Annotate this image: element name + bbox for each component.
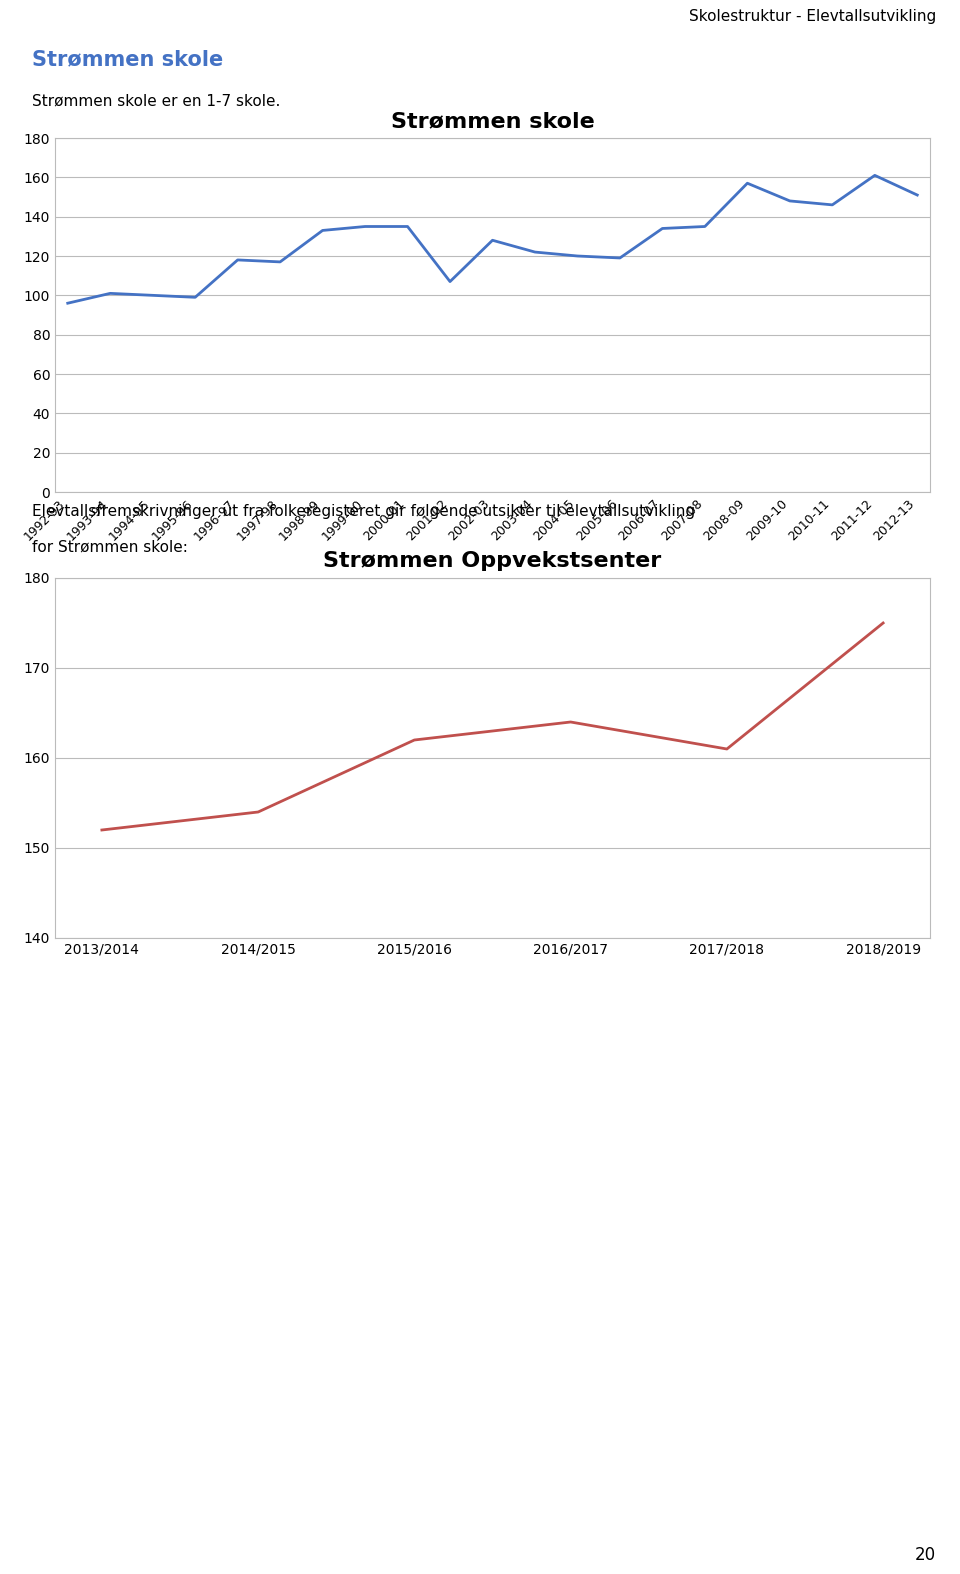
Title: Strømmen Oppvekstsenter: Strømmen Oppvekstsenter	[324, 551, 661, 571]
Title: Strømmen skole: Strømmen skole	[391, 110, 594, 131]
Text: Strømmen skole: Strømmen skole	[32, 49, 223, 69]
Text: 20: 20	[915, 1546, 936, 1565]
Text: Skolestruktur - Elevtallsutvikling: Skolestruktur - Elevtallsutvikling	[688, 8, 936, 24]
Text: for Strømmen skole:: for Strømmen skole:	[32, 540, 187, 554]
Text: Strømmen skole er en 1-7 skole.: Strømmen skole er en 1-7 skole.	[32, 93, 280, 109]
Text: Elevtallsfremskrivninger ut fra folkeregisteret gir følgende utsikter til elevta: Elevtallsfremskrivninger ut fra folkereg…	[32, 504, 695, 519]
